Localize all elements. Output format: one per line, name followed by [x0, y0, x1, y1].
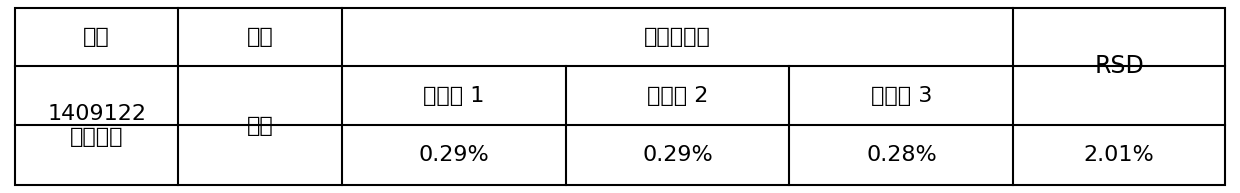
- Text: 2.01%: 2.01%: [1084, 145, 1154, 165]
- Text: 卷柏: 卷柏: [247, 116, 273, 136]
- Text: 批号: 批号: [83, 27, 110, 47]
- Text: 0.29%: 0.29%: [418, 145, 489, 165]
- Text: 重复性 3: 重复性 3: [870, 86, 932, 106]
- Text: 0.28%: 0.28%: [866, 145, 936, 165]
- Text: 组分: 组分: [247, 27, 273, 47]
- Text: 0.29%: 0.29%: [642, 145, 713, 165]
- Text: RSD: RSD: [1095, 54, 1145, 78]
- Text: 重复性 1: 重复性 1: [423, 86, 485, 106]
- Text: 重复性 2: 重复性 2: [647, 86, 708, 106]
- Text: 重复性结果: 重复性结果: [644, 27, 711, 47]
- Text: 1409122
（广西）: 1409122 （广西）: [47, 104, 146, 147]
